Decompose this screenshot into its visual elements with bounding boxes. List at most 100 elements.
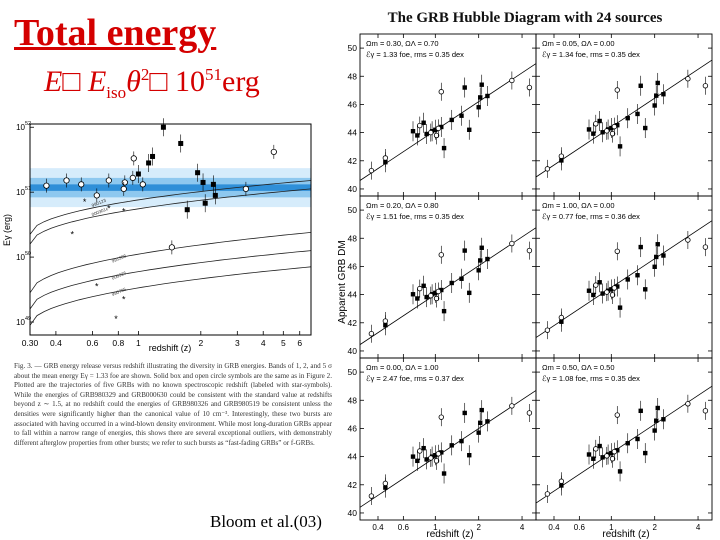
- y-tick-label: 50: [348, 205, 358, 215]
- filled-square-point: [462, 248, 467, 253]
- filled-square-point: [441, 145, 447, 151]
- filled-square-point: [178, 140, 184, 146]
- open-circle-point: [438, 89, 444, 95]
- open-circle-point: [433, 458, 440, 464]
- plot-frame: [29, 123, 312, 336]
- open-circle-point: [702, 408, 709, 414]
- filled-square-point: [638, 244, 643, 250]
- formula-box-symbol: □: [62, 65, 81, 98]
- hubble-fit-line: [535, 220, 713, 338]
- open-circle-point: [544, 327, 551, 333]
- filled-square-point: [462, 85, 467, 90]
- filled-square-point: [625, 277, 630, 282]
- y-tick-label: 50: [348, 367, 358, 377]
- filled-square-point: [476, 268, 481, 273]
- filled-square-point: [600, 130, 605, 135]
- filled-square-point: [591, 131, 596, 136]
- hubble-x-axis-label-right: redshift (z): [602, 529, 649, 540]
- x-tick-label: 5: [281, 338, 286, 348]
- open-circle-point: [526, 410, 533, 416]
- open-circle-point: [130, 155, 137, 162]
- x-tick-label: 2: [198, 338, 203, 348]
- open-circle-point: [428, 129, 434, 136]
- open-circle-point: [544, 166, 551, 172]
- filled-square-point: [638, 408, 643, 414]
- open-circle-point: [685, 237, 691, 243]
- star-point: *: [114, 314, 118, 324]
- trajectory-label: 990705: [111, 286, 127, 296]
- panel-cosmology-label: Ωm = 0.50, ΩΛ = 0.50: [542, 363, 615, 372]
- filled-square-point: [485, 419, 490, 424]
- formula-e: E: [44, 65, 63, 98]
- trajectory-label: 990123: [91, 198, 107, 208]
- open-circle-point: [611, 123, 618, 130]
- x-tick-label: 0.4: [50, 338, 62, 348]
- filled-square-point: [415, 458, 420, 464]
- open-circle-point: [368, 331, 375, 337]
- filled-square-point: [635, 436, 640, 442]
- slide-title: Total energy: [14, 12, 217, 54]
- trajectory-label: 000926: [111, 270, 127, 280]
- open-circle-point: [428, 455, 434, 461]
- filled-square-point: [200, 179, 206, 185]
- filled-square-point: [160, 124, 166, 130]
- y-tick-label: 40: [348, 346, 358, 356]
- open-circle-point: [368, 167, 375, 174]
- filled-square-point: [439, 450, 444, 455]
- filled-square-point: [449, 280, 454, 286]
- hubble-fit-line: [535, 59, 713, 178]
- open-circle-point: [614, 87, 620, 93]
- x-axis-label: redshift (z): [149, 343, 192, 353]
- filled-square-point: [459, 438, 464, 444]
- open-circle-point: [702, 83, 709, 89]
- filled-square-point: [617, 144, 623, 149]
- hubble-panel: Ωm = 0.00, ΩΛ = 1.00 ℰγ = 2.47 foe, rms =…: [348, 357, 537, 532]
- x-tick-label: 0.4: [548, 523, 560, 532]
- open-circle-point: [509, 240, 515, 247]
- filled-square-point: [586, 127, 592, 132]
- y-tick-label: 44: [348, 452, 358, 462]
- filled-square-point: [433, 290, 438, 296]
- hubble-diagram-title: The GRB Hubble Diagram with 24 sources: [387, 10, 663, 26]
- filled-square-point: [625, 441, 630, 446]
- trajectory-label: 000301c: [91, 206, 110, 217]
- panel-cosmology-label: Ωm = 0.20, ΩΛ = 0.80: [366, 201, 439, 210]
- open-circle-point: [611, 448, 618, 455]
- filled-square-point: [591, 456, 596, 461]
- y-tick-label: 50: [348, 43, 358, 53]
- y-tick-label: 10: [16, 318, 25, 327]
- y-tick-label: 48: [348, 71, 358, 81]
- filled-square-point: [421, 283, 426, 289]
- panel-energy-label: ℰγ = 0.77 foe, rms = 0.36 dex: [542, 212, 640, 221]
- hubble-panel: Ωm = 0.20, ΩΛ = 0.80 ℰγ = 1.51 foe, rms =…: [348, 195, 537, 359]
- formula-power: 51: [205, 65, 222, 84]
- hubble-panel: Ωm = 0.30, ΩΛ = 0.70 ℰγ = 1.33 foe, rms =…: [348, 33, 537, 197]
- y-tick-exponent: 49: [25, 316, 31, 322]
- panel-cosmology-label: Ωm = 1.00, ΩΛ = 0.00: [542, 201, 615, 210]
- panel-energy-label: ℰγ = 1.51 foe, rms = 0.35 dex: [366, 212, 464, 221]
- open-circle-point: [382, 318, 389, 324]
- y-tick-label: 10: [16, 123, 25, 132]
- hubble-fit-line: [359, 227, 537, 345]
- open-circle-point: [611, 285, 618, 291]
- filled-square-point: [476, 430, 481, 435]
- filled-square-point: [135, 171, 141, 177]
- y-tick-label: 40: [348, 508, 358, 518]
- open-circle-point: [526, 84, 533, 91]
- open-circle-point: [593, 121, 599, 127]
- filled-square-point: [597, 443, 602, 449]
- filled-square-point: [600, 455, 605, 460]
- trajectory-curve: [29, 180, 312, 235]
- open-circle-point: [382, 480, 389, 487]
- open-circle-point: [614, 412, 620, 418]
- open-circle-point: [604, 453, 610, 459]
- filled-square-point: [467, 127, 472, 132]
- filled-square-point: [212, 192, 218, 198]
- filled-square-point: [609, 450, 614, 456]
- trajectory-curve: [29, 266, 312, 326]
- y-tick-label: 48: [348, 395, 358, 405]
- filled-square-point: [439, 124, 444, 130]
- filled-square-point: [597, 118, 602, 124]
- filled-square-point: [661, 92, 666, 97]
- sigma-band-1: [30, 184, 311, 191]
